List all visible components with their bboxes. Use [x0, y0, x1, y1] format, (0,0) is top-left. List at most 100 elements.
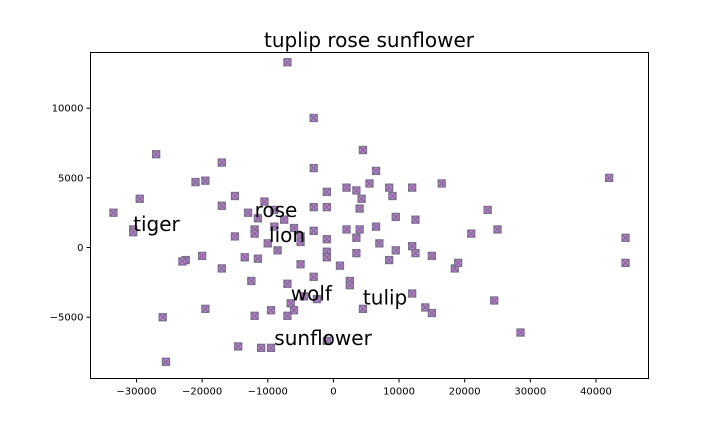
data-point	[352, 186, 361, 195]
data-point	[483, 205, 492, 215]
data-point	[604, 173, 614, 183]
data-point	[296, 260, 305, 269]
data-point	[352, 248, 361, 258]
y-tick-label: 5000	[58, 173, 83, 184]
data-point	[357, 194, 366, 203]
data-point	[201, 304, 210, 313]
data-point	[247, 276, 256, 286]
data-point	[217, 201, 226, 210]
data-point	[391, 212, 400, 222]
data-point	[270, 205, 279, 215]
data-point	[289, 306, 299, 315]
annotation-label: wolf	[291, 281, 333, 305]
x-tick-label: 10000	[383, 387, 415, 398]
data-point	[322, 235, 331, 244]
y-tick-label: −5000	[50, 313, 84, 324]
annotation-label: tulip	[363, 286, 407, 310]
data-point	[371, 166, 381, 176]
data-point	[388, 191, 397, 201]
data-point	[197, 251, 207, 261]
annotation-label: sunflower	[274, 326, 372, 350]
data-point	[453, 258, 463, 268]
data-point	[309, 113, 318, 123]
data-point	[201, 176, 210, 185]
y-tick-label: 10000	[52, 104, 84, 115]
x-tick-label: 20000	[449, 387, 481, 398]
data-point	[408, 289, 417, 298]
data-point	[355, 204, 364, 213]
data-point	[516, 328, 525, 337]
data-point	[427, 308, 437, 318]
data-point	[309, 226, 318, 235]
data-point	[322, 187, 331, 196]
data-point	[257, 343, 266, 353]
data-point	[299, 292, 309, 301]
data-point	[230, 232, 240, 241]
data-point	[322, 253, 331, 262]
data-point	[129, 228, 138, 237]
data-point	[358, 145, 368, 155]
data-point	[342, 183, 351, 192]
data-point	[250, 311, 259, 320]
data-point	[411, 215, 420, 224]
data-point	[217, 158, 226, 167]
y-axis: −5000 0 5000 10000	[50, 104, 91, 324]
data-point	[243, 208, 253, 217]
data-point	[263, 239, 272, 248]
points-layer	[109, 58, 630, 366]
data-point	[427, 251, 437, 261]
annotation-label: lion	[269, 223, 305, 247]
annotation-label: rose	[255, 198, 298, 222]
data-point	[385, 255, 394, 265]
data-point	[408, 241, 417, 251]
data-point	[365, 179, 374, 188]
data-point	[621, 233, 630, 242]
chart-title: tuplip rose sunflower	[264, 28, 475, 52]
data-point	[467, 229, 476, 238]
data-point	[240, 253, 249, 262]
data-point	[283, 58, 292, 67]
data-point	[250, 229, 259, 238]
data-point	[375, 239, 384, 248]
data-point	[345, 281, 354, 290]
x-tick-label: 40000	[580, 387, 612, 398]
x-tick-label: 30000	[514, 387, 546, 398]
data-point	[270, 222, 279, 231]
data-point	[253, 214, 263, 223]
data-point	[621, 258, 630, 268]
data-point	[161, 357, 171, 366]
data-point	[191, 177, 200, 187]
data-point	[493, 225, 502, 234]
plot-frame	[90, 52, 649, 379]
data-point	[371, 222, 381, 231]
data-point	[151, 150, 161, 159]
data-point	[309, 272, 318, 281]
data-point	[312, 294, 322, 304]
data-point	[280, 215, 289, 224]
data-point	[490, 296, 499, 305]
data-point	[217, 264, 226, 273]
data-point	[421, 303, 430, 312]
x-tick-label: −30000	[116, 387, 156, 398]
data-point	[335, 261, 345, 270]
data-point	[391, 246, 400, 255]
data-point	[135, 194, 144, 203]
data-point	[109, 208, 118, 217]
data-point	[266, 343, 276, 353]
data-point	[283, 279, 292, 288]
data-point	[286, 299, 295, 308]
data-point	[230, 191, 240, 201]
x-tick-label: −10000	[248, 387, 288, 398]
data-point	[408, 183, 417, 192]
data-point	[178, 257, 187, 266]
data-point	[253, 254, 263, 263]
data-point	[273, 246, 282, 255]
data-point	[283, 311, 292, 320]
data-point	[322, 336, 331, 346]
data-point	[358, 304, 368, 313]
data-point	[355, 225, 364, 234]
data-point	[322, 202, 331, 212]
x-tick-label: 0	[330, 387, 336, 398]
